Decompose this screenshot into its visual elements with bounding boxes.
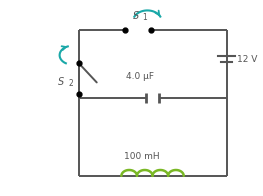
Text: S: S <box>133 11 140 21</box>
Text: 12 V: 12 V <box>237 54 257 64</box>
Text: S: S <box>58 77 64 87</box>
Text: 2: 2 <box>69 80 73 88</box>
Text: 4.0 μF: 4.0 μF <box>125 73 154 82</box>
Text: 100 mH: 100 mH <box>124 152 160 161</box>
Text: 1: 1 <box>142 14 147 23</box>
